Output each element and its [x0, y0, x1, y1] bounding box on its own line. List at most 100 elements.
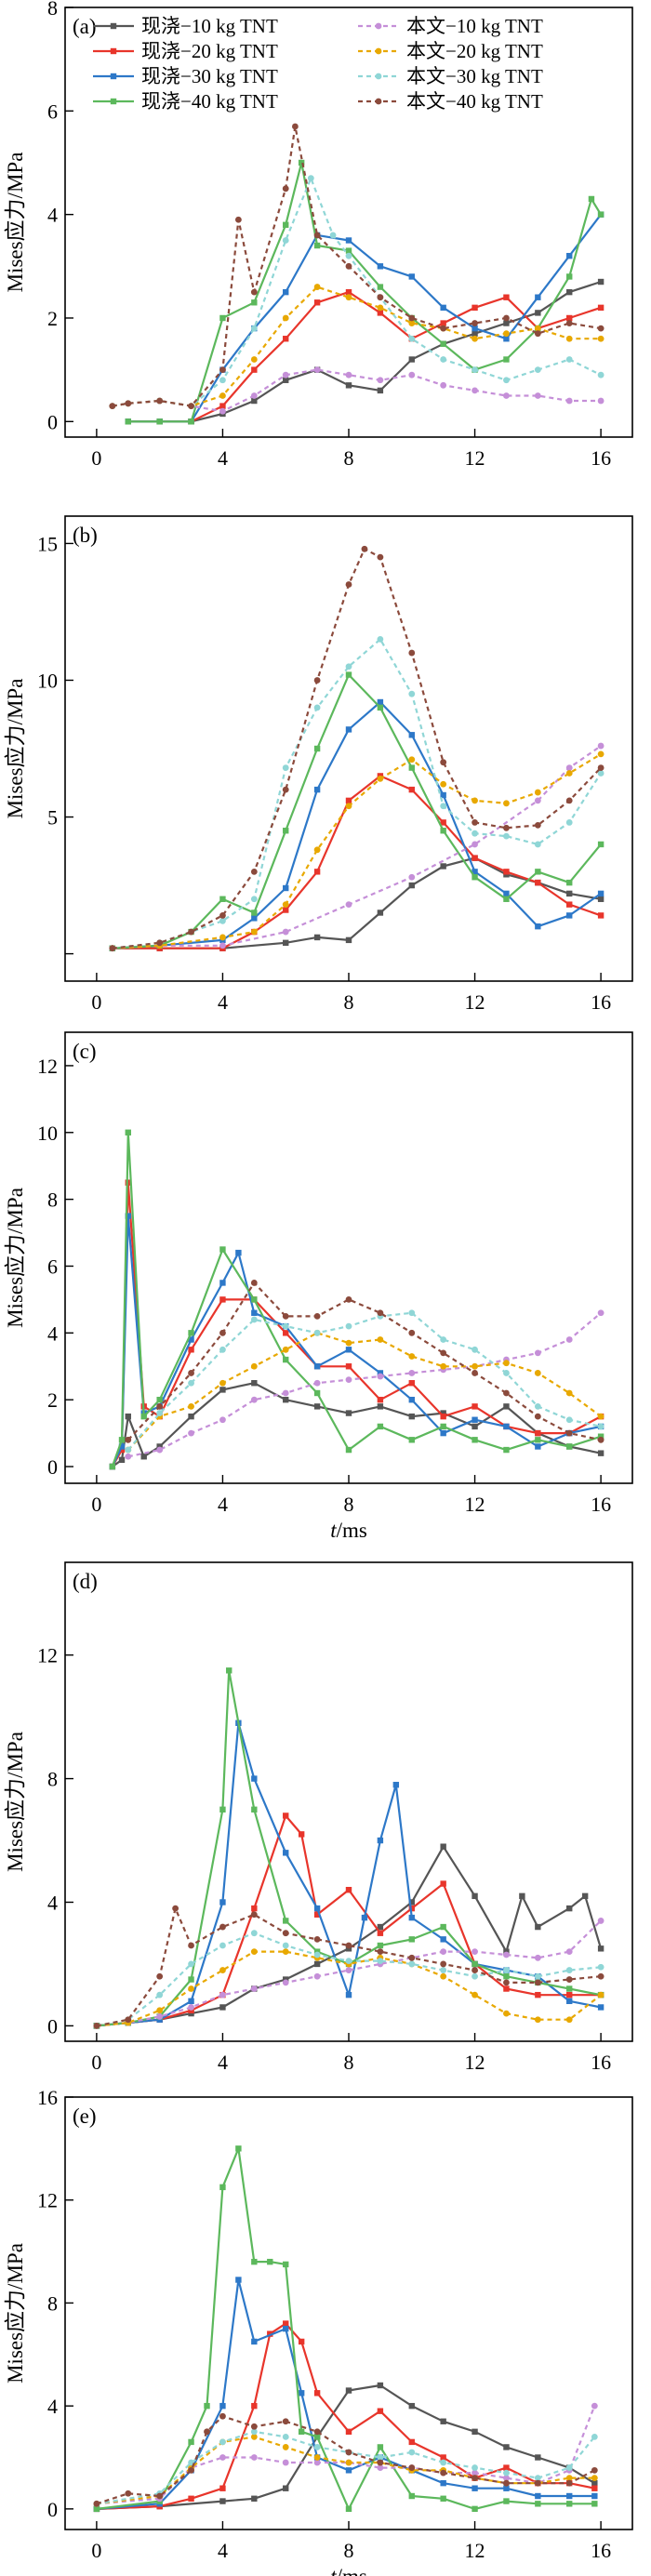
data-point	[188, 1347, 194, 1353]
data-point	[219, 392, 226, 399]
y-tick-label: 2	[47, 307, 58, 330]
y-tick-label: 0	[47, 2014, 58, 2038]
data-point	[251, 910, 258, 916]
data-point	[565, 1429, 573, 1437]
data-point	[109, 945, 116, 952]
legend-item: 现浇−30 kg TNT	[93, 65, 278, 87]
data-point	[377, 2454, 384, 2461]
y-tick-label: 6	[47, 1255, 58, 1278]
data-point	[298, 2390, 305, 2397]
data-point	[535, 1437, 541, 1443]
data-point	[313, 1972, 321, 1980]
data-point	[250, 1911, 258, 1919]
series-4	[125, 159, 604, 425]
data-point	[566, 1991, 573, 1998]
data-point	[250, 1985, 258, 1992]
data-point	[565, 1967, 573, 1973]
data-point	[283, 2261, 289, 2268]
y-axis-title: Mises应力/MPa	[4, 1188, 27, 1328]
data-point	[219, 1923, 226, 1931]
data-point	[156, 2013, 164, 2020]
y-tick-label: 8	[47, 2291, 58, 2315]
data-point	[503, 2485, 510, 2491]
y-axis-title: Mises应力/MPa	[4, 1732, 27, 1872]
data-point	[408, 1960, 416, 1968]
data-point	[408, 1437, 415, 1443]
x-tick-label: 8	[344, 990, 354, 1014]
data-point	[188, 1336, 194, 1343]
series-5	[125, 1309, 604, 1460]
series-8	[93, 2412, 598, 2507]
y-tick-label: 4	[47, 2395, 58, 2418]
data-point	[377, 1396, 384, 1403]
data-point	[345, 262, 352, 270]
data-point	[283, 221, 289, 228]
panel-label: (e)	[73, 2105, 97, 2128]
data-point	[251, 1380, 258, 1387]
legend-label: 现浇−10 kg TNT	[141, 15, 278, 37]
data-point	[345, 1942, 352, 1949]
data-point	[440, 320, 446, 326]
data-point	[591, 2402, 598, 2410]
data-point	[377, 635, 384, 643]
y-tick-label: 0	[47, 410, 58, 433]
data-point	[298, 2428, 305, 2436]
data-point	[188, 418, 194, 425]
data-point	[440, 819, 446, 826]
series-line	[126, 1332, 602, 1451]
legend-marker	[110, 98, 117, 105]
legend-marker	[375, 98, 382, 105]
data-point	[219, 1329, 226, 1336]
data-point	[313, 1403, 321, 1410]
data-point	[503, 2444, 510, 2450]
data-point	[408, 1914, 415, 1921]
y-tick-label: 15	[37, 532, 58, 555]
series-4	[93, 2145, 598, 2513]
data-point	[534, 1349, 541, 1357]
data-point	[219, 407, 226, 415]
data-point	[377, 377, 384, 384]
series-line	[127, 161, 603, 423]
data-point	[408, 1954, 416, 1961]
data-point	[313, 1329, 321, 1336]
data-point	[313, 2444, 321, 2450]
data-point	[377, 1423, 384, 1430]
y-tick-label: 4	[47, 1321, 58, 1345]
data-point	[535, 2454, 541, 2461]
data-point	[408, 2438, 415, 2446]
data-point	[408, 756, 416, 764]
series-line	[127, 291, 602, 423]
data-point	[440, 1843, 446, 1850]
data-point	[156, 939, 164, 947]
data-point	[408, 873, 416, 881]
x-tick-label: 0	[91, 446, 101, 470]
data-point	[503, 1403, 510, 1410]
data-point	[345, 2505, 352, 2513]
data-point	[345, 247, 352, 254]
data-point	[313, 704, 321, 711]
data-point	[251, 397, 258, 405]
series-6	[109, 284, 604, 410]
x-tick-label: 4	[218, 2539, 228, 2562]
series-8	[109, 123, 604, 410]
data-point	[125, 1213, 131, 1219]
x-tick-label: 8	[344, 2051, 354, 2074]
data-point	[597, 211, 604, 218]
series-4	[109, 671, 604, 951]
data-point	[118, 1456, 126, 1464]
data-point	[408, 690, 416, 697]
x-tick-label: 12	[465, 990, 485, 1014]
y-tick-label: 2	[47, 1388, 58, 1412]
data-point	[503, 314, 510, 322]
data-point	[472, 830, 478, 837]
data-point	[597, 1450, 604, 1456]
data-point	[156, 397, 164, 405]
data-point	[566, 901, 573, 908]
data-point	[377, 1948, 384, 1956]
data-point	[313, 677, 321, 684]
data-point	[597, 325, 604, 332]
data-point	[313, 846, 321, 854]
data-point	[313, 242, 321, 249]
legend-marker	[375, 22, 382, 30]
data-point	[591, 2475, 598, 2482]
